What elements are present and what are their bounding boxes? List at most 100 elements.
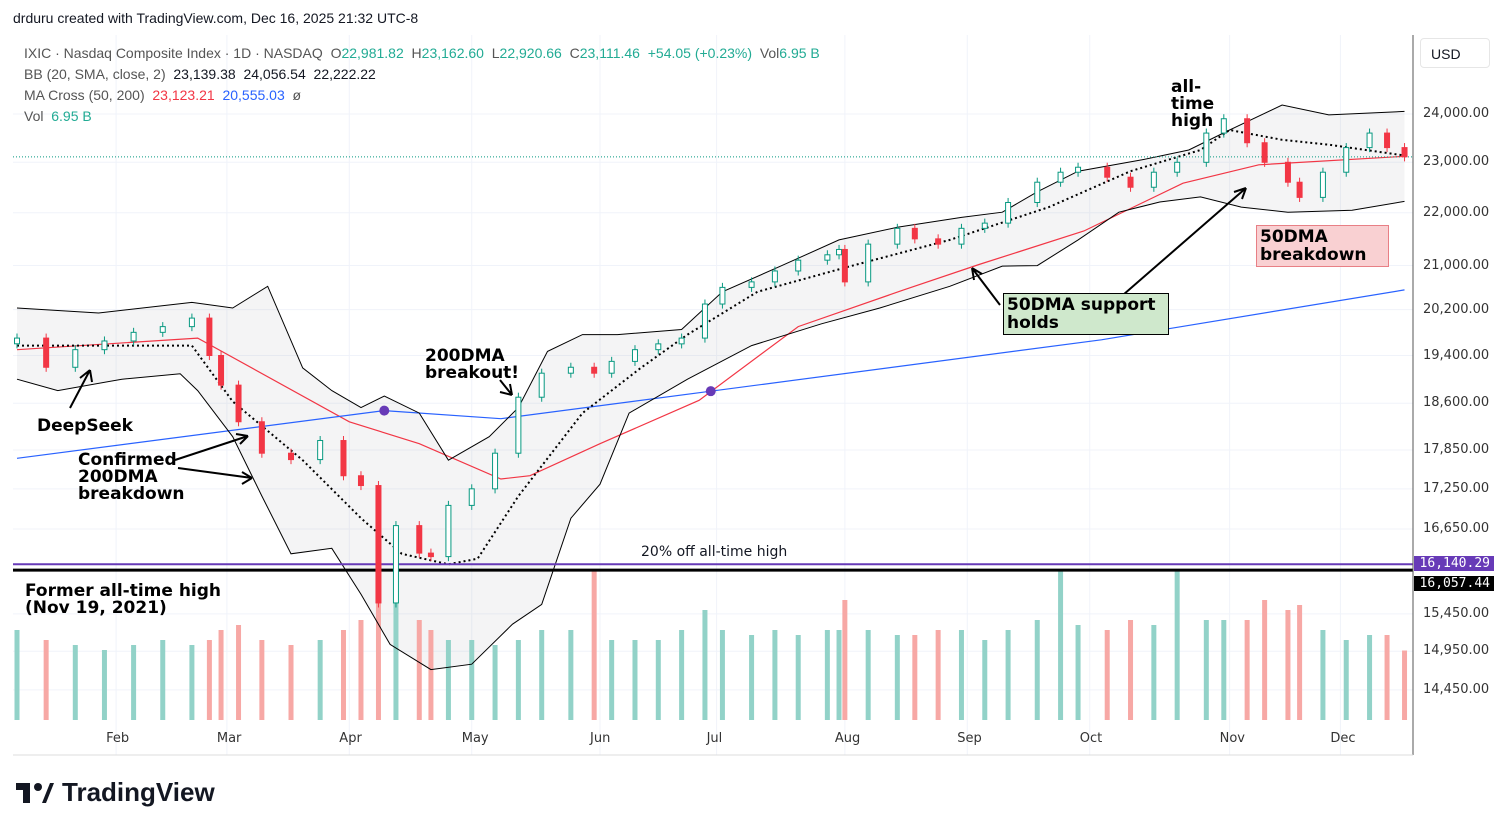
legend-ma[interactable]: MA Cross (50, 200) 23,123.21 20,555.03 ø — [24, 87, 301, 103]
volume-bar — [393, 600, 399, 720]
candle — [1343, 143, 1350, 177]
annotation-50dma-breakdown: 50DMA breakdown — [1256, 225, 1389, 267]
candle-body — [701, 303, 708, 339]
volume-bar — [375, 590, 381, 720]
candle — [795, 255, 802, 276]
arrow-deepseek — [69, 369, 93, 409]
candle — [288, 448, 295, 465]
legend-ohlc: IXIC · Nasdaq Composite Index · 1D · NAS… — [24, 45, 820, 61]
open-value: 22,981.82 — [341, 45, 404, 61]
candle — [1174, 157, 1181, 177]
ma-cross-marker — [379, 405, 390, 416]
volume-bar — [1203, 620, 1209, 720]
arrow-support-1 — [971, 267, 1001, 306]
candle — [1284, 157, 1291, 187]
symbol[interactable]: IXIC · Nasdaq Composite Index · 1D · NAS… — [24, 45, 323, 61]
low-value: 22,920.66 — [499, 45, 562, 61]
volume-bar — [1320, 630, 1326, 720]
currency-button[interactable]: USD — [1420, 38, 1490, 68]
volume-bar — [719, 630, 725, 720]
volume-bar — [865, 630, 871, 720]
volume-bar — [1075, 625, 1081, 720]
volume-bar — [749, 635, 755, 720]
level-tag-2: 16,057.44 — [1414, 576, 1494, 591]
volume-bar — [445, 640, 451, 720]
candle-body — [1261, 142, 1268, 163]
vol2-value: 6.95 B — [51, 108, 92, 124]
volume-bar — [131, 645, 137, 720]
time-tick-label: Aug — [834, 731, 861, 746]
time-tick-label: Mar — [216, 731, 242, 746]
time-tick-label: Apr — [339, 731, 362, 746]
bb-upper-line — [16, 104, 1405, 461]
candle — [701, 299, 708, 343]
candle — [1384, 128, 1391, 153]
candle-body — [911, 227, 918, 240]
candle-body — [392, 525, 399, 604]
change-value: +54.05 (+0.23%) — [647, 45, 753, 61]
candle-body — [795, 259, 802, 272]
candle-body — [1034, 181, 1041, 203]
volume-bar — [1297, 605, 1303, 720]
volume-bar — [160, 640, 166, 720]
time-tick-label: Dec — [1330, 731, 1356, 746]
candle-body — [1005, 201, 1012, 224]
volume-bar — [824, 630, 830, 720]
candle-body — [416, 525, 423, 554]
annotation-deepseek: DeepSeek — [37, 416, 133, 436]
candle-body — [1057, 171, 1064, 183]
volume-bar — [842, 600, 848, 720]
tradingview-logo[interactable]: TradingView — [16, 777, 215, 808]
price-tick-label: 17,850.00 — [1423, 442, 1490, 458]
candle — [1244, 114, 1251, 148]
time-tick-label: Nov — [1219, 731, 1245, 746]
open-label: O — [330, 45, 342, 61]
candle-body — [771, 270, 778, 283]
volume-bar — [1128, 620, 1134, 720]
time-tick-label: Jul — [706, 731, 723, 746]
vol-value: 6.95 B — [779, 45, 820, 61]
candle-body — [678, 337, 685, 345]
candle — [1104, 162, 1111, 182]
candle-body — [72, 349, 79, 368]
candle — [159, 322, 166, 337]
candle-body — [1319, 171, 1326, 198]
volume-bar — [43, 640, 49, 720]
candle-body — [357, 475, 364, 487]
candle — [894, 223, 901, 249]
candle-body — [1296, 181, 1303, 198]
high-value: 23,162.60 — [421, 45, 484, 61]
candle-body — [824, 254, 831, 261]
candle — [1203, 128, 1210, 167]
candle — [771, 266, 778, 287]
candle-body — [865, 243, 872, 283]
volume-bar — [1384, 635, 1390, 720]
candle-body — [258, 421, 265, 454]
candle — [445, 500, 452, 562]
volume-bar — [1005, 630, 1011, 720]
candle-body — [1075, 166, 1082, 173]
legend-vol[interactable]: Vol 6.95 B — [24, 108, 92, 124]
candle-body — [468, 488, 475, 506]
close-value: 23,111.46 — [579, 45, 640, 61]
candle — [1296, 177, 1303, 202]
volume-bar — [259, 640, 265, 720]
candle — [1319, 167, 1326, 202]
ma-50-line — [16, 155, 1405, 480]
candle — [836, 244, 843, 260]
candles — [14, 114, 1408, 608]
candle-body — [130, 331, 137, 342]
volume-bar — [1104, 630, 1110, 720]
candle-body — [1150, 171, 1157, 188]
price-tick-label: 14,950.00 — [1423, 643, 1490, 659]
volume-bar — [358, 620, 364, 720]
time-tick-label: May — [461, 731, 489, 746]
markers — [379, 386, 716, 416]
legend-bb[interactable]: BB (20, SMA, close, 2) 23,139.38 24,056.… — [24, 66, 376, 82]
volume-bar — [1058, 570, 1064, 720]
candle-body — [492, 452, 499, 490]
candle — [188, 313, 195, 332]
candle-body — [235, 384, 242, 423]
price-tick-label: 23,000.00 — [1423, 154, 1490, 170]
